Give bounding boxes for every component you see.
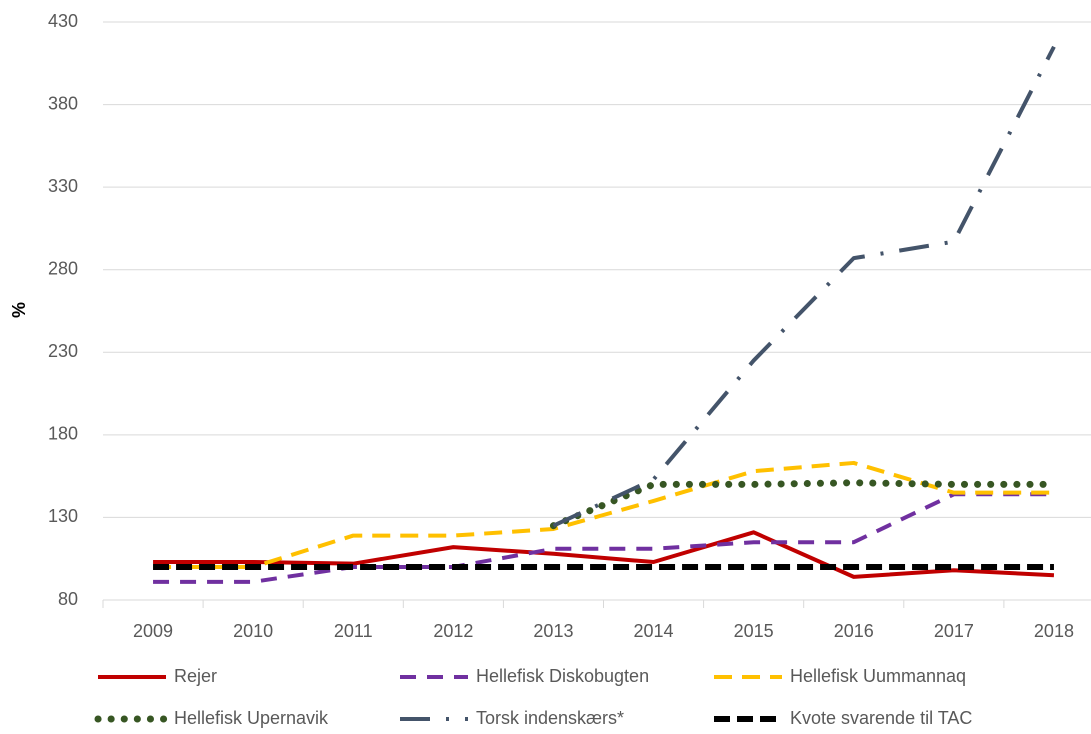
y-tick-label: 180 bbox=[48, 424, 78, 444]
x-tick-label: 2013 bbox=[533, 621, 573, 641]
y-tick-label: 330 bbox=[48, 176, 78, 196]
y-tick-label: 380 bbox=[48, 93, 78, 113]
y-tick-label: 430 bbox=[48, 11, 78, 31]
x-tick-label: 2012 bbox=[433, 621, 473, 641]
x-tick-label: 2017 bbox=[934, 621, 974, 641]
x-tick-label: 2015 bbox=[734, 621, 774, 641]
legend-label: Hellefisk Uummannaq bbox=[790, 666, 966, 686]
legend-label: Kvote svarende til TAC bbox=[790, 708, 972, 728]
series-line bbox=[552, 45, 1056, 528]
series-line bbox=[153, 530, 1055, 579]
x-tick-label: 2009 bbox=[133, 621, 173, 641]
legend-label: Torsk indenskærs* bbox=[476, 708, 624, 728]
y-tick-label: 80 bbox=[58, 589, 78, 609]
legend-label: Hellefisk Upernavik bbox=[174, 708, 329, 728]
x-tick-label: 2016 bbox=[834, 621, 874, 641]
x-tick-label: 2018 bbox=[1034, 621, 1074, 641]
series-line bbox=[153, 492, 1054, 584]
y-axis-label: % bbox=[9, 302, 29, 318]
y-tick-label: 280 bbox=[48, 258, 78, 278]
y-tick-label: 230 bbox=[48, 341, 78, 361]
legend-label: Rejer bbox=[174, 666, 217, 686]
x-tick-label: 2014 bbox=[634, 621, 674, 641]
series-line bbox=[549, 479, 1058, 530]
legend-label: Hellefisk Diskobugten bbox=[476, 666, 649, 686]
x-tick-label: 2011 bbox=[334, 621, 373, 641]
y-tick-label: 130 bbox=[48, 506, 78, 526]
x-tick-label: 2010 bbox=[233, 621, 273, 641]
series-line bbox=[153, 460, 1054, 569]
